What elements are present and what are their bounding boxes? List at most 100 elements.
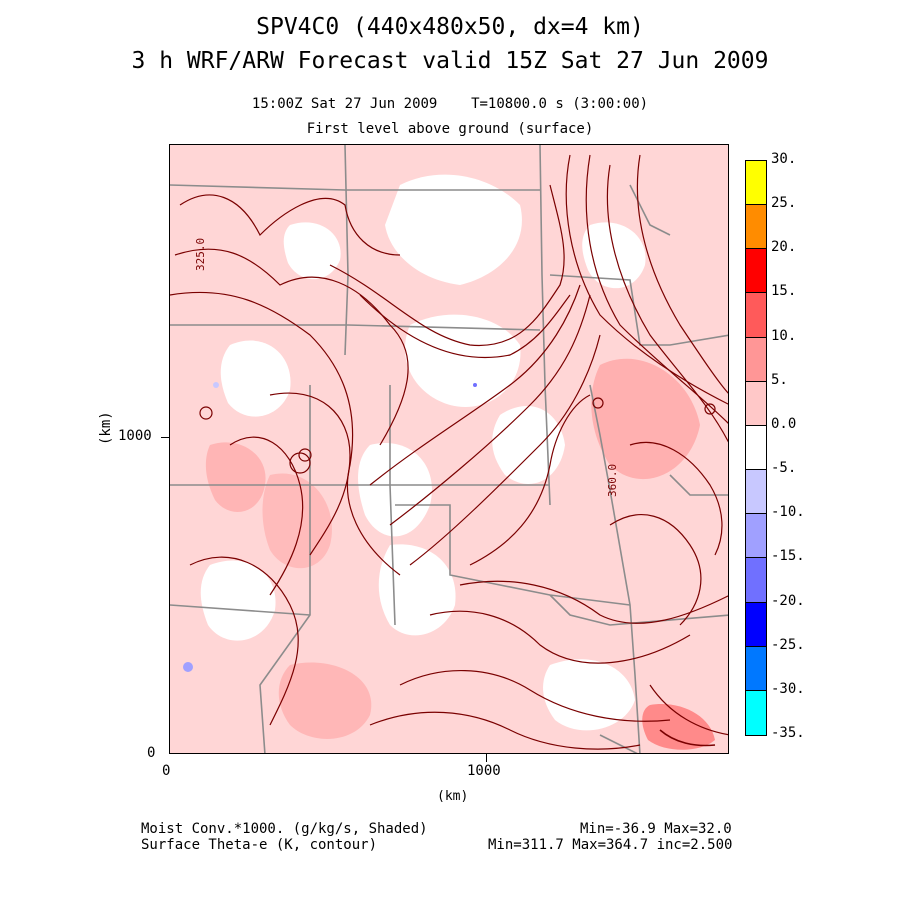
shade-white-patch — [404, 314, 521, 407]
border-line — [549, 594, 728, 626]
contour-closed — [289, 452, 311, 474]
colorbar-segment — [746, 514, 766, 559]
shade-strong-patch — [642, 704, 715, 750]
border-line — [549, 274, 728, 346]
shade-white-patch — [385, 174, 522, 285]
border-line — [170, 184, 540, 191]
colorbar-label: 15. — [771, 283, 797, 300]
colorbar-segment — [746, 293, 766, 338]
valid-time-subtitle: 15:00Z Sat 27 Jun 2009 T=10800.0 s (3:00… — [251, 96, 649, 112]
shade-negative-spot — [473, 383, 477, 387]
colorbar-segment — [746, 381, 766, 426]
contour-line — [359, 294, 571, 359]
shade-white-patch — [200, 560, 276, 641]
contour-line — [636, 154, 728, 394]
forecast-title: 3 h WRF/ARW Forecast valid 15Z Sat 27 Ju… — [131, 48, 769, 74]
contour-line — [459, 580, 728, 624]
colorbar-label: -15. — [771, 548, 805, 565]
contour-line — [329, 184, 565, 347]
colorbar-segment — [746, 470, 766, 515]
shade-mid-patch — [262, 473, 332, 569]
colorbar-label: -35. — [771, 725, 805, 741]
contour-line — [409, 334, 601, 566]
contour-closed — [592, 397, 604, 409]
colorbar-segment — [746, 425, 766, 471]
contour-line — [399, 670, 671, 722]
colorbar-segment — [746, 337, 766, 382]
y-tick-label: 1000 — [118, 428, 152, 444]
colorbar-segment — [746, 602, 766, 647]
map-canvas: 325.0 360.0 — [170, 145, 728, 753]
contour-line — [229, 436, 304, 596]
shade-negative-spot — [213, 382, 219, 388]
moist-convergence-shading — [170, 145, 728, 753]
contour-line — [609, 514, 702, 626]
colorbar-segment — [746, 161, 766, 206]
colorbar-label: -25. — [771, 636, 805, 653]
contour-line — [389, 294, 591, 526]
contour-line — [269, 392, 351, 556]
level-subtitle: First level above ground (surface) — [306, 121, 594, 137]
shade-white-patch — [543, 659, 635, 731]
shade-white-patch — [582, 222, 646, 289]
colorbar-label: -10. — [771, 504, 805, 521]
colorbar-segment — [746, 249, 766, 294]
contour-field-range: Min=311.7 Max=364.7 inc=2.500 — [488, 837, 733, 853]
shaded-field-description: Moist Conv.*1000. (g/kg/s, Shaded) — [141, 821, 428, 837]
border-line — [389, 385, 396, 626]
border-line — [599, 734, 638, 753]
contour-closed — [298, 448, 312, 462]
map-plot: 325.0 360.0 — [169, 144, 729, 754]
contour-field-description: Surface Theta-e (K, contour) — [141, 837, 378, 853]
colorbar-segment — [746, 558, 766, 603]
colorbar-label: 0.0 — [771, 415, 797, 432]
contour-line — [606, 164, 728, 443]
contour-line — [369, 711, 641, 750]
contour-line — [629, 441, 723, 556]
y-tick-label: 0 — [147, 745, 156, 761]
contour-label: 360.0 — [606, 464, 619, 497]
colorbar-label: -5. — [771, 460, 797, 477]
border-line — [170, 324, 541, 331]
contour-line — [170, 291, 401, 576]
main-title: SPV4C0 (440x480x50, dx=4 km) — [256, 14, 644, 40]
theta-e-contours — [170, 154, 728, 750]
contour-closed — [704, 403, 716, 415]
contour-line — [659, 729, 716, 747]
y-tick-mark — [161, 437, 169, 438]
y-axis-label: (km) — [98, 411, 114, 445]
shade-mid-patch — [278, 662, 372, 739]
shade-white-patch — [358, 443, 432, 537]
contour-line — [565, 154, 728, 405]
x-tick-label: 0 — [162, 763, 171, 779]
colorbar-label: 30. — [771, 151, 797, 167]
colorbar-label: -30. — [771, 680, 805, 697]
shade-mid-patch — [205, 442, 266, 512]
border-line — [589, 384, 641, 753]
contour-closed — [199, 406, 213, 420]
state-borders — [170, 145, 728, 753]
contour-line — [189, 556, 299, 726]
shaded-field-range: Min=-36.9 Max=32.0 — [580, 821, 732, 837]
colorbar-segment — [746, 690, 766, 735]
contour-line — [469, 394, 591, 566]
border-line — [395, 504, 631, 606]
shade-negative-spot — [183, 662, 193, 672]
colorbar-segment — [746, 646, 766, 691]
colorbar — [745, 160, 767, 736]
colorbar-segment — [746, 205, 766, 250]
x-tick-label: 1000 — [467, 763, 501, 779]
x-tick-mark — [486, 754, 487, 762]
colorbar-label: 20. — [771, 239, 797, 256]
colorbar-label: 10. — [771, 327, 797, 344]
colorbar-label: 25. — [771, 195, 797, 212]
border-line — [170, 604, 311, 616]
colorbar-label: 5. — [771, 371, 788, 388]
colorbar-label: -20. — [771, 592, 805, 609]
shade-white-patch — [220, 340, 291, 417]
border-line — [629, 184, 671, 236]
border-line — [669, 474, 728, 496]
contour-line — [174, 248, 409, 446]
contour-label: 325.0 — [194, 238, 207, 271]
